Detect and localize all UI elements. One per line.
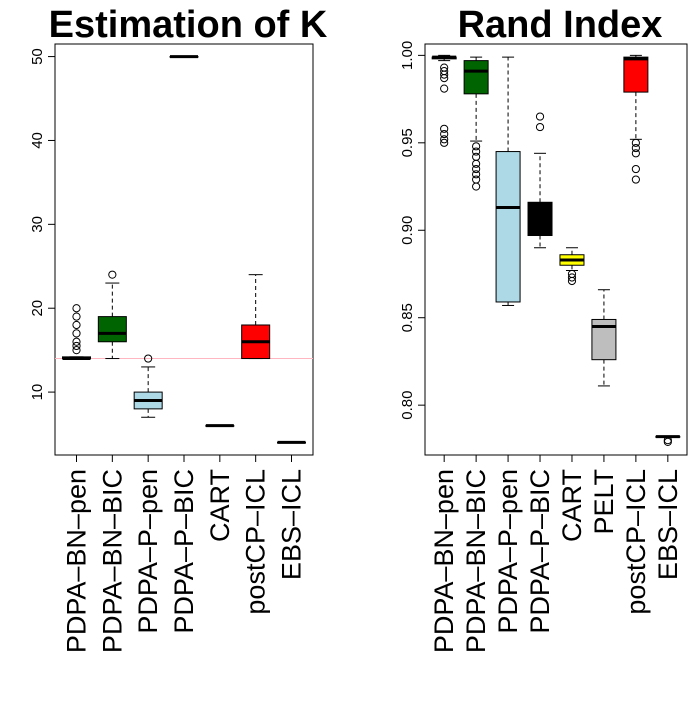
category-label: PDPA–BN–pen xyxy=(62,469,92,653)
outlier-point xyxy=(472,147,481,156)
box-body xyxy=(463,60,489,95)
chart-title: Rand Index xyxy=(458,4,663,46)
y-tick-label: 0.80 xyxy=(399,391,416,420)
outlier-point xyxy=(440,74,449,83)
outlier-point xyxy=(72,341,81,351)
y-tick-label: 0.90 xyxy=(399,216,416,245)
outlier-point xyxy=(72,329,81,338)
box-body xyxy=(97,316,127,343)
category-label: postCP–ICL xyxy=(241,469,271,615)
box-1 xyxy=(431,54,457,147)
box-3 xyxy=(133,354,163,418)
box-8 xyxy=(655,435,681,446)
outlier-point xyxy=(472,175,481,184)
category-label: PELT xyxy=(589,469,619,535)
box-4 xyxy=(169,55,199,59)
outlier-point xyxy=(472,142,481,151)
category-label: PDPA–P–pen xyxy=(493,469,523,634)
outlier-point xyxy=(72,337,81,346)
category-label: postCP–ICL xyxy=(621,469,651,615)
box-4 xyxy=(527,112,553,249)
box-5 xyxy=(559,247,585,286)
chart-title: Estimation of K xyxy=(49,4,328,46)
category-label: EBS–ICL xyxy=(277,469,307,580)
outlier-point xyxy=(440,129,449,139)
outlier-point xyxy=(472,159,481,168)
outlier-point xyxy=(567,276,577,286)
box-3 xyxy=(495,56,521,306)
y-tick-label: 20 xyxy=(29,300,46,317)
category-label: PDPA–P–BIC xyxy=(525,469,555,634)
box-6 xyxy=(591,289,617,387)
outlier-point xyxy=(72,312,81,321)
box-6 xyxy=(241,274,271,360)
plot-frame xyxy=(54,43,314,456)
plot-area-estimation-of-k: 10 20 30 40 50 PDPA–BN–pen PDPA–BN–BIC PDPA–P–p… xyxy=(29,43,314,653)
category-label: EBS–ICL xyxy=(653,469,683,580)
outlier-point xyxy=(472,152,481,161)
outlier-point xyxy=(72,304,81,313)
box-2 xyxy=(97,270,127,360)
outlier-point xyxy=(631,143,640,153)
outlier-point xyxy=(144,354,153,363)
category-label: PDPA–BN–BIC xyxy=(97,469,127,653)
y-tick-label: 0.95 xyxy=(399,128,416,157)
outlier-point xyxy=(440,70,449,79)
box-body xyxy=(495,151,521,303)
category-label: CART xyxy=(557,469,587,542)
plot-frame xyxy=(424,43,688,456)
panel-rand-index: Rand Index 0.80 0.85 0.90 0.95 1.00 PDPA–BN–p… xyxy=(399,4,688,653)
category-label: CART xyxy=(205,469,235,542)
y-tick-label: 10 xyxy=(29,384,46,401)
outlier-point xyxy=(631,175,640,184)
box-1 xyxy=(62,304,91,361)
y-tick-label: 0.85 xyxy=(399,303,416,332)
outlier-point xyxy=(108,270,117,279)
y-tick-label: 30 xyxy=(29,216,46,233)
box-2 xyxy=(463,56,489,191)
plot-area-rand-index: 0.80 0.85 0.90 0.95 1.00 PDPA–BN–pen PDPA–BN–B… xyxy=(399,41,688,653)
outlier-point xyxy=(663,437,672,446)
outlier-point xyxy=(440,135,449,144)
category-label: PDPA–BN–BIC xyxy=(461,469,491,653)
box-body xyxy=(527,201,553,237)
outlier-point xyxy=(567,273,577,282)
y-tick-label: 1.00 xyxy=(399,41,416,70)
outlier-point xyxy=(72,346,81,355)
category-label: PDPA–P–pen xyxy=(133,469,163,634)
outlier-point xyxy=(440,84,449,93)
outlier-point xyxy=(472,164,481,174)
category-label: PDPA–BN–pen xyxy=(429,469,459,653)
box-body xyxy=(623,56,649,93)
outlier-point xyxy=(535,112,545,121)
outlier-point xyxy=(631,149,640,158)
outlier-point xyxy=(631,164,640,174)
box-7 xyxy=(623,54,649,184)
box-7 xyxy=(277,440,306,444)
outlier-point xyxy=(72,320,81,330)
outlier-point xyxy=(472,170,481,179)
outlier-point xyxy=(440,138,449,147)
box-5 xyxy=(205,424,235,428)
outlier-point xyxy=(440,124,449,133)
outlier-point xyxy=(631,138,640,147)
y-tick-label: 40 xyxy=(29,132,46,149)
outlier-point xyxy=(535,122,545,132)
y-tick-label: 50 xyxy=(29,48,46,65)
outlier-point xyxy=(472,182,481,191)
category-label: PDPA–P–BIC xyxy=(169,469,199,634)
